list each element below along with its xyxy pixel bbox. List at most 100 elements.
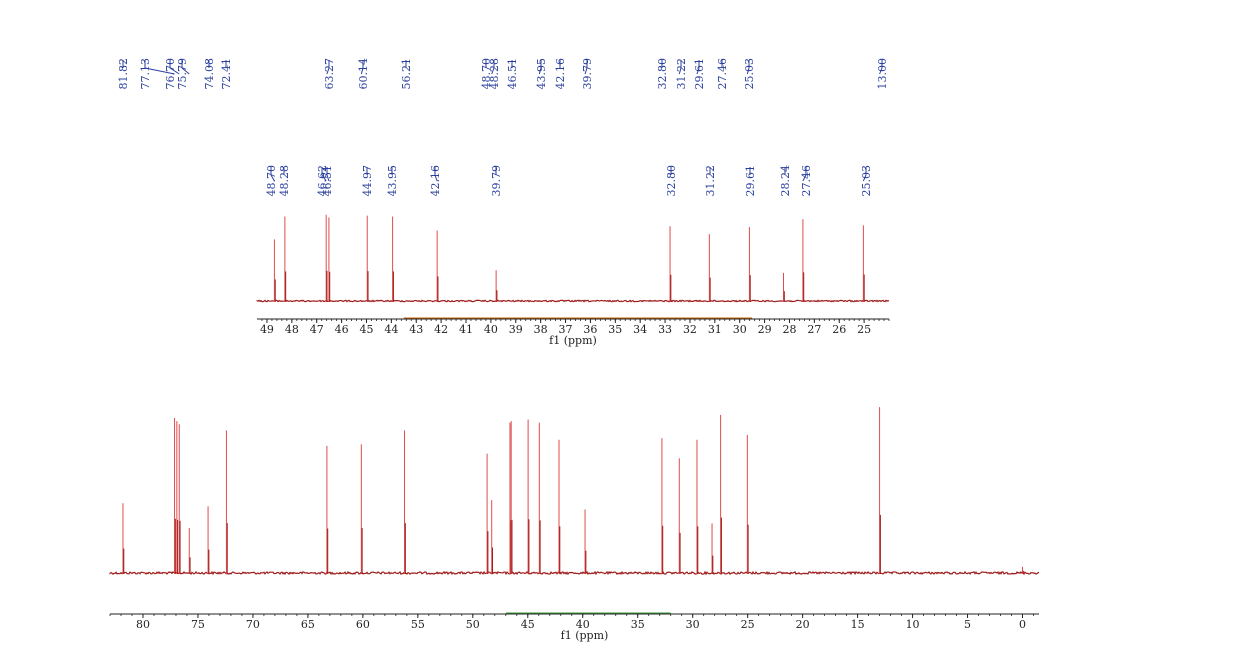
main-spectrum-peak-label-text: 42.16 bbox=[554, 58, 567, 90]
inset-spectrum-tick-label: 49 bbox=[260, 323, 274, 336]
main-spectrum-tick-label: 15 bbox=[851, 618, 865, 631]
main-spectrum-xlabel: f1 (ppm) bbox=[561, 629, 609, 642]
inset-spectrum-peak-label: 43.95 bbox=[386, 165, 399, 197]
main-spectrum-peak-leader-bend bbox=[491, 67, 495, 75]
main-spectrum-peak-label-text: 81.82 bbox=[117, 58, 130, 90]
main-spectrum-peak-label-text: 27.46 bbox=[716, 58, 729, 90]
main-spectrum-peak-label: 63.27 bbox=[323, 58, 336, 90]
inset-spectrum-peak-label: 48.28 bbox=[278, 165, 291, 197]
main-spectrum-peak-label-text: 60.14 bbox=[357, 58, 370, 90]
main-spectrum-peak-leader-bend bbox=[746, 67, 750, 75]
main-spectrum-peak-label: 48.70 bbox=[480, 58, 493, 90]
inset-spectrum-peak-label-text: 44.97 bbox=[361, 165, 374, 197]
main-spectrum-peak-label-text: 48.70 bbox=[480, 58, 493, 90]
inset-spectrum-tick-label: 34 bbox=[633, 323, 647, 336]
inset-spectrum-tick-label: 39 bbox=[509, 323, 523, 336]
inset-spectrum-peak-label: 39.79 bbox=[490, 165, 503, 197]
inset-spectrum-tick-label: 45 bbox=[359, 323, 373, 336]
inset-spectrum-peak-label: 44.97 bbox=[361, 165, 374, 197]
inset-spectrum-tick-label: 41 bbox=[459, 323, 473, 336]
inset-spectrum-peak-label: 46.62 bbox=[316, 165, 329, 197]
main-spectrum-peak-label: 43.95 bbox=[535, 58, 548, 90]
inset-spectrum-tick-label: 43 bbox=[409, 323, 423, 336]
main-spectrum-peak-label-text: 25.03 bbox=[743, 58, 756, 90]
main-spectrum-peak-leader-bend bbox=[678, 67, 682, 75]
main-spectrum-baseline bbox=[109, 570, 1040, 576]
inset-spectrum-tick-label: 37 bbox=[559, 323, 573, 336]
inset-spectrum-tick-label: 33 bbox=[658, 323, 672, 336]
main-spectrum-peak-label-text: 75.79 bbox=[176, 58, 189, 90]
main-spectrum-peak-label: 72.41 bbox=[220, 58, 233, 90]
inset-spectrum-peak-label-text: 25.03 bbox=[860, 165, 873, 197]
inset-spectrum-tick-label: 25 bbox=[857, 323, 871, 336]
inset-spectrum-peak-label: 25.03 bbox=[860, 165, 873, 197]
main-spectrum-peak-label-text: 72.41 bbox=[220, 58, 233, 90]
main-spectrum-peak-label: 76.70 bbox=[164, 58, 180, 90]
main-spectrum-peak-label-text: 32.80 bbox=[656, 58, 669, 90]
main-spectrum-peak-label-text: 43.95 bbox=[535, 58, 548, 90]
inset-spectrum-peak-leader-bend bbox=[802, 174, 807, 182]
inset-spectrum-peak-label-text: 39.79 bbox=[490, 165, 503, 197]
main-spectrum-tick-label: 75 bbox=[191, 618, 205, 631]
inset-spectrum-peak-leader-bend bbox=[862, 174, 867, 182]
main-spectrum-peak-label: 56.21 bbox=[400, 58, 413, 90]
inset-spectrum-peak-leader-bend bbox=[321, 174, 327, 182]
main-spectrum-peak-label-text: 56.21 bbox=[400, 58, 413, 90]
main-spectrum-peak-label: 48.28 bbox=[488, 58, 501, 90]
main-spectrum-tick-label: 80 bbox=[136, 618, 150, 631]
main-spectrum-tick-label: 70 bbox=[246, 618, 260, 631]
inset-spectrum-tick-label: 44 bbox=[384, 323, 398, 336]
main-spectrum-tick-label: 40 bbox=[576, 618, 590, 631]
main-spectrum-peak-label: 46.51 bbox=[506, 58, 519, 90]
main-spectrum-peak-label: 25.03 bbox=[743, 58, 756, 90]
inset-spectrum-peak-label: 28.24 bbox=[779, 165, 792, 197]
main-spectrum-peak-label-text: 74.08 bbox=[203, 58, 216, 90]
inset-spectrum-tick-label: 29 bbox=[758, 323, 772, 336]
main-spectrum-peak-label-text: 46.51 bbox=[506, 58, 519, 90]
main-spectrum-peak-leader-bend bbox=[169, 67, 180, 75]
inset-spectrum-tick-label: 35 bbox=[608, 323, 622, 336]
main-spectrum-peak-label: 39.79 bbox=[581, 58, 594, 90]
inset-spectrum-tick-label: 38 bbox=[534, 323, 548, 336]
inset-spectrum-peak-label-text: 42.16 bbox=[429, 165, 442, 197]
main-spectrum-peak-label-text: 29.61 bbox=[693, 58, 706, 90]
main-spectrum-tick-label: 45 bbox=[521, 618, 535, 631]
inset-spectrum-peak-label-text: 48.28 bbox=[278, 165, 291, 197]
main-spectrum-peak-leader-bend bbox=[181, 67, 190, 75]
main-spectrum-peak-leader-bend bbox=[360, 67, 364, 75]
main-spectrum-tick-label: 0 bbox=[1019, 618, 1026, 631]
main-spectrum-tick-label: 5 bbox=[964, 618, 971, 631]
main-spectrum-peak-label-text: 31.22 bbox=[675, 58, 688, 90]
main-spectrum-peak-label-text: 48.28 bbox=[488, 58, 501, 90]
main-spectrum-peak-leader-bend bbox=[879, 67, 883, 75]
main-spectrum-tick-label: 30 bbox=[686, 618, 700, 631]
inset-spectrum-peak-label-text: 32.80 bbox=[665, 165, 678, 197]
inset-spectrum-peak-leader-bend bbox=[270, 174, 275, 182]
inset-spectrum-tick-label: 46 bbox=[335, 323, 349, 336]
main-spectrum-peak-leader-bend bbox=[584, 67, 588, 75]
main-spectrum-tick-label: 50 bbox=[466, 618, 480, 631]
inset-spectrum-peak-label-text: 29.61 bbox=[744, 165, 757, 197]
inset-spectrum-tick-label: 48 bbox=[285, 323, 299, 336]
main-spectrum-peak-label-text: 39.79 bbox=[581, 58, 594, 90]
main-spectrum-peak-label: 29.61 bbox=[693, 58, 706, 90]
main-spectrum-peak-label: 74.08 bbox=[203, 58, 216, 90]
inset-spectrum-peak-label-text: 28.24 bbox=[779, 165, 792, 197]
inset-spectrum-peak-label: 27.46 bbox=[800, 165, 813, 197]
main-spectrum: 80 75 70 65 60 55 50 45 40 35 30 25 20 15 10 5 0f1 (ppm)… bbox=[109, 58, 1040, 642]
main-spectrum-peak-label-text: 63.27 bbox=[323, 58, 336, 90]
inset-spectrum-peak-leader-bend bbox=[326, 174, 330, 182]
main-spectrum-tick-label: 25 bbox=[741, 618, 755, 631]
main-spectrum-tick-label: 55 bbox=[411, 618, 425, 631]
main-spectrum-peak-label-text: 76.70 bbox=[164, 58, 177, 90]
inset-spectrum-peak-label-text: 46.51 bbox=[321, 165, 334, 197]
inset-spectrum-peak-label: 29.61 bbox=[744, 165, 757, 197]
main-spectrum-peak-leader-bend bbox=[538, 67, 542, 75]
inset-spectrum-tick-label: 42 bbox=[434, 323, 448, 336]
inset-spectrum-peak-label-text: 48.70 bbox=[265, 165, 278, 197]
main-spectrum-peak-label: 31.22 bbox=[675, 58, 688, 90]
inset-spectrum-xlabel: f1 (ppm) bbox=[549, 334, 597, 347]
inset-spectrum-tick-label: 27 bbox=[807, 323, 821, 336]
inset-spectrum-tick-label: 36 bbox=[583, 323, 597, 336]
